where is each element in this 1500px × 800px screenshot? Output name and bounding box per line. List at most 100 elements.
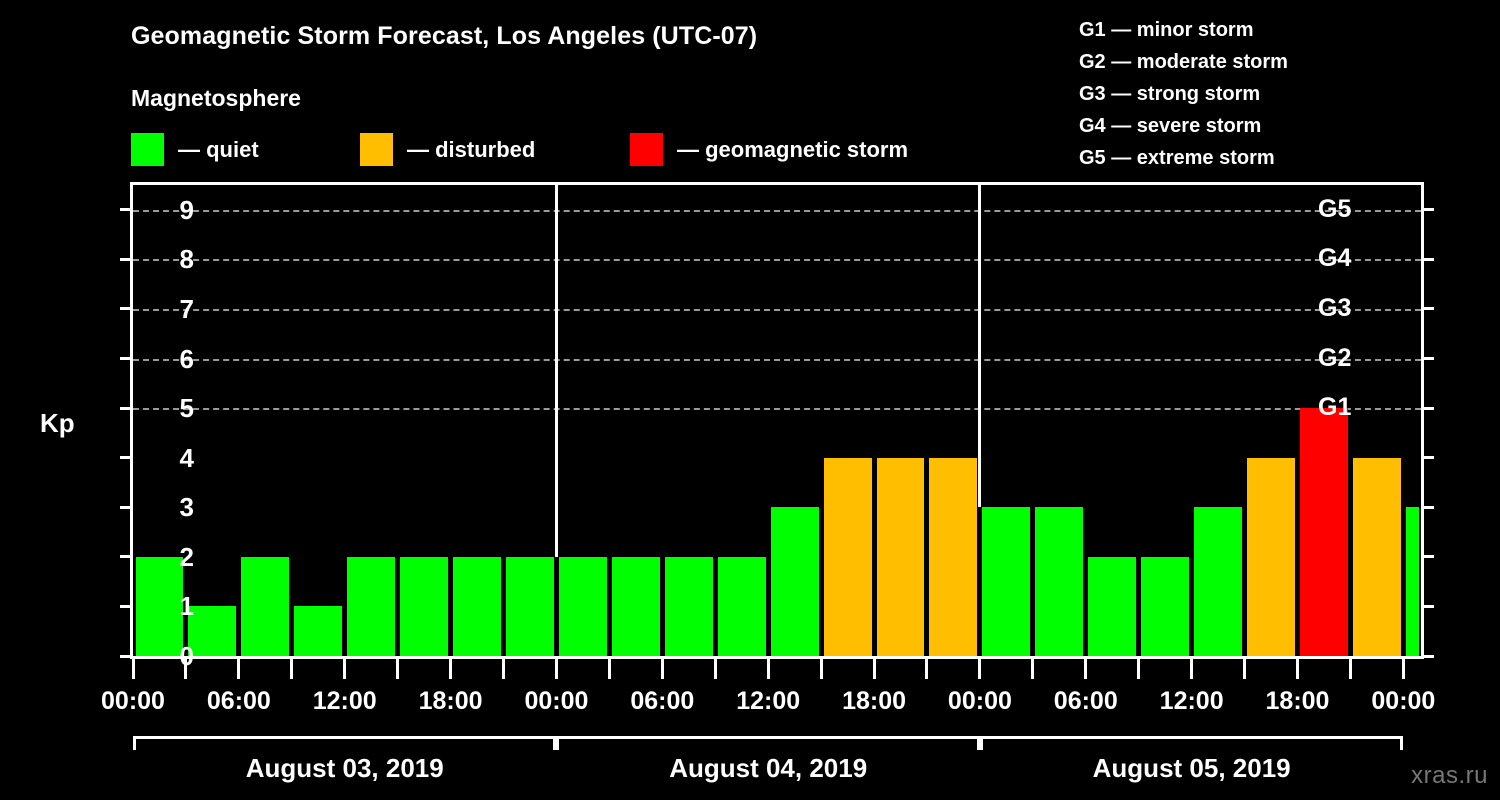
x-tick — [396, 659, 400, 679]
legend-label: — geomagnetic storm — [677, 137, 909, 162]
x-tick — [184, 659, 188, 679]
x-tick — [131, 659, 135, 679]
g-scale-tick-label: G4 — [1318, 244, 1352, 273]
y-tick-left — [120, 406, 131, 410]
x-tick — [1190, 659, 1194, 679]
legend-swatch-quiet — [131, 132, 164, 166]
bar — [1247, 457, 1295, 656]
x-tick-label: 06:00 — [630, 687, 695, 715]
bar — [294, 606, 343, 656]
x-tick — [978, 659, 982, 679]
x-tick — [1031, 659, 1035, 679]
x-tick — [554, 659, 558, 679]
y-tick-label: 3 — [179, 492, 194, 523]
x-tick — [872, 659, 876, 679]
y-tick-right-minor — [1423, 604, 1434, 608]
x-tick-label: 12:00 — [1159, 687, 1224, 715]
bar — [188, 606, 237, 656]
bar — [400, 556, 449, 656]
legend-item-geomagnetic-storm[interactable]: — geomagnetic storm — [630, 132, 908, 166]
y-tick-right — [1423, 406, 1434, 410]
page-title: Geomagnetic Storm Forecast, Los Angeles … — [131, 22, 758, 50]
legend-item-quiet[interactable]: — quiet — [131, 132, 259, 166]
legend-heading: Magnetosphere — [131, 85, 301, 111]
x-tick — [449, 659, 453, 679]
g-scale-tick-label: G2 — [1318, 343, 1352, 372]
gridline-kp-7 — [133, 308, 1421, 311]
date-label: August 05, 2019 — [1092, 753, 1291, 783]
date-label: August 03, 2019 — [245, 753, 444, 783]
gridline-kp-6 — [133, 358, 1421, 361]
date-bracket — [133, 736, 557, 750]
g-scale-line-1: G1 — minor storm — [1079, 19, 1254, 41]
y-axis-label: Kp — [40, 408, 75, 438]
bar — [453, 556, 501, 656]
legend-swatch-disturbed — [360, 132, 393, 166]
y-tick-label: 6 — [179, 343, 194, 374]
g-scale-line-4: G4 — severe storm — [1079, 115, 1262, 137]
g-scale-legend: G1 — minor storm G2 — moderate storm G3 — … — [1079, 14, 1288, 174]
watermark: xras.ru — [1411, 762, 1488, 789]
bar — [1352, 457, 1401, 656]
legend-label: — disturbed — [407, 137, 536, 162]
y-tick-right — [1423, 307, 1434, 311]
x-tick-label: 00:00 — [524, 687, 589, 715]
legend-item-disturbed[interactable]: — disturbed — [360, 132, 535, 166]
bar — [823, 457, 872, 656]
x-tick — [607, 659, 611, 679]
x-tick — [502, 659, 506, 679]
bar — [1405, 507, 1420, 656]
y-tick-left — [120, 307, 131, 311]
bar — [611, 556, 660, 656]
g-scale-line-5: G5 — extreme storm — [1079, 147, 1275, 169]
x-tick — [343, 659, 347, 679]
x-tick-label: 12:00 — [736, 687, 801, 715]
g-scale-tick-label: G5 — [1318, 194, 1352, 223]
x-tick-label: 18:00 — [418, 687, 483, 715]
y-tick-left — [120, 257, 131, 261]
gridline-kp-8 — [133, 259, 1421, 262]
bar — [717, 556, 766, 656]
y-tick-label: 0 — [179, 641, 194, 671]
x-tick-label: 00:00 — [947, 687, 1012, 715]
x-tick-label: 00:00 — [1371, 687, 1436, 715]
x-tick — [1296, 659, 1299, 679]
y-tick-left — [120, 456, 131, 460]
y-tick-right-minor — [1423, 555, 1434, 559]
date-bracket — [556, 736, 980, 750]
x-tick — [660, 659, 664, 679]
x-tick — [1084, 659, 1088, 679]
x-tick — [1137, 659, 1141, 679]
bar — [1035, 507, 1084, 656]
x-tick — [766, 659, 770, 679]
x-tick — [1348, 659, 1352, 679]
gridline-kp-9 — [133, 209, 1421, 212]
y-tick-right-minor — [1423, 456, 1434, 460]
bar — [1088, 556, 1137, 656]
y-tick-label: 4 — [179, 442, 194, 473]
y-tick-left — [120, 208, 131, 212]
legend-label: — quiet — [178, 137, 259, 162]
day-separator — [554, 185, 558, 557]
x-tick — [290, 659, 294, 679]
y-tick-left — [120, 555, 131, 559]
x-tick — [925, 659, 929, 679]
day-separator — [978, 185, 982, 508]
y-tick-label: 9 — [179, 194, 194, 225]
y-tick-right — [1423, 208, 1434, 212]
x-tick — [1401, 659, 1405, 679]
x-tick — [1243, 659, 1247, 679]
y-tick-left — [120, 654, 131, 658]
bar — [1300, 408, 1348, 656]
x-tick-label: 06:00 — [1053, 687, 1118, 715]
y-tick-right-minor — [1423, 505, 1434, 509]
x-tick-label: 06:00 — [206, 687, 271, 715]
y-tick-left — [120, 357, 131, 361]
bar — [506, 556, 554, 656]
g-scale-tick-label: G3 — [1318, 293, 1352, 322]
x-tick — [819, 659, 823, 679]
g-scale-tick-label: G1 — [1318, 393, 1352, 422]
x-tick-label: 18:00 — [1265, 687, 1330, 715]
plot-frame — [120, 182, 1434, 659]
